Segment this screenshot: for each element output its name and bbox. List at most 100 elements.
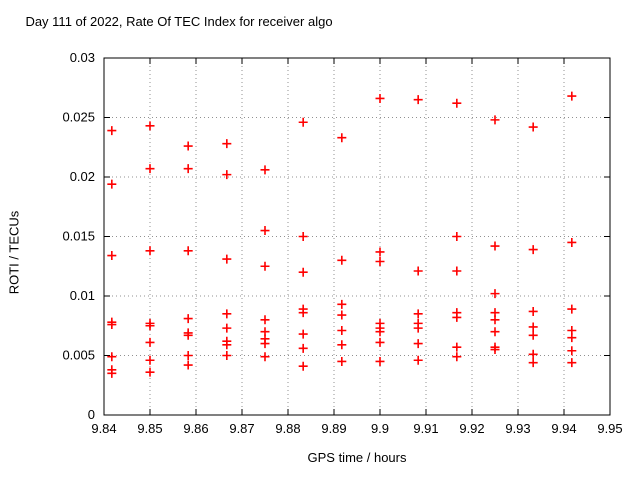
y-tick-label: 0.015 [62, 229, 95, 244]
data-point-marker [260, 315, 270, 325]
data-point-marker [183, 141, 193, 151]
data-point-marker [298, 329, 308, 339]
data-point-marker [145, 121, 155, 131]
data-point-marker [260, 165, 270, 175]
data-point-marker [107, 352, 117, 362]
data-point-marker [222, 351, 232, 360]
x-tick-label: 9.89 [321, 421, 346, 436]
data-point-marker [183, 330, 193, 340]
data-point-marker [107, 251, 117, 261]
data-point-marker [452, 352, 462, 362]
data-point-marker [528, 122, 538, 132]
data-point-marker [490, 289, 500, 299]
x-tick-label: 9.85 [137, 421, 162, 436]
y-tick-label: 0.02 [70, 169, 95, 184]
data-point-marker [375, 93, 385, 103]
data-point-marker [452, 342, 462, 352]
data-point-marker [413, 309, 423, 319]
data-point-marker [375, 247, 385, 257]
data-point-marker [145, 246, 155, 256]
x-tick-label: 9.9 [371, 421, 389, 436]
x-axis-title: GPS time / hours [307, 450, 407, 465]
data-point-marker [452, 266, 462, 276]
data-point-marker [452, 98, 462, 108]
data-point-marker [567, 304, 577, 314]
data-point-marker [222, 170, 232, 180]
data-point-marker [183, 314, 193, 324]
data-point-marker [337, 133, 347, 143]
data-point-marker [337, 340, 347, 350]
data-point-marker [260, 226, 270, 236]
data-point-marker [222, 340, 232, 350]
data-point-marker [107, 368, 117, 378]
data-point-marker [567, 358, 577, 368]
x-tick-label: 9.86 [183, 421, 208, 436]
chart-title: Day 111 of 2022, Rate Of TEC Index for r… [0, 14, 536, 29]
data-point-marker [298, 308, 308, 318]
data-point-marker [567, 91, 577, 101]
data-point-marker [413, 339, 423, 349]
data-point-marker [528, 245, 538, 255]
y-tick-label: 0 [88, 407, 95, 422]
data-point-marker [298, 117, 308, 127]
data-point-marker [528, 322, 538, 332]
x-tick-label: 9.91 [413, 421, 438, 436]
data-point-marker [337, 255, 347, 265]
data-point-marker [490, 327, 500, 337]
y-tick-label: 0.03 [70, 50, 95, 65]
data-point-marker [337, 310, 347, 320]
data-point-marker [107, 320, 117, 330]
data-point-marker [490, 115, 500, 125]
data-point-marker [337, 326, 347, 336]
data-point-marker [222, 323, 232, 333]
data-point-marker [337, 356, 347, 366]
data-point-marker [298, 267, 308, 277]
data-point-marker [145, 321, 155, 331]
data-point-marker [145, 164, 155, 174]
data-point-marker [145, 367, 155, 377]
x-tick-label: 9.93 [505, 421, 530, 436]
data-point-marker [413, 95, 423, 105]
data-point-marker [528, 358, 538, 368]
data-point-marker [222, 254, 232, 264]
data-point-marker [337, 299, 347, 309]
x-tick-label: 9.95 [597, 421, 622, 436]
data-point-marker [222, 139, 232, 149]
data-point-marker [567, 237, 577, 247]
data-point-marker [260, 261, 270, 271]
data-point-marker [375, 327, 385, 337]
y-tick-label: 0.01 [70, 288, 95, 303]
data-point-marker [490, 345, 500, 355]
x-tick-label: 9.88 [275, 421, 300, 436]
data-point-marker [413, 266, 423, 276]
x-tick-label: 9.94 [551, 421, 576, 436]
data-point-marker [528, 330, 538, 340]
data-point-marker [145, 355, 155, 365]
data-point-marker [260, 339, 270, 349]
data-point-marker [375, 337, 385, 347]
data-point-marker [452, 312, 462, 322]
data-point-marker [222, 309, 232, 319]
data-point-marker [145, 337, 155, 347]
x-tick-label: 9.84 [91, 421, 116, 436]
y-tick-label: 0.025 [62, 110, 95, 125]
data-point-marker [107, 126, 117, 136]
data-point-marker [298, 232, 308, 241]
data-point-marker [567, 333, 577, 343]
data-point-marker [260, 352, 270, 362]
data-point-marker [567, 346, 577, 356]
data-point-marker [298, 343, 308, 353]
data-point-marker [107, 179, 117, 189]
data-point-marker [375, 256, 385, 266]
x-tick-label: 9.92 [459, 421, 484, 436]
data-point-marker [183, 351, 193, 360]
data-point-marker [413, 355, 423, 365]
data-point-marker [298, 361, 308, 371]
data-point-marker [183, 164, 193, 174]
data-point-marker [490, 315, 500, 325]
x-tick-label: 9.87 [229, 421, 254, 436]
data-point-marker [528, 349, 538, 359]
data-point-marker [183, 246, 193, 256]
